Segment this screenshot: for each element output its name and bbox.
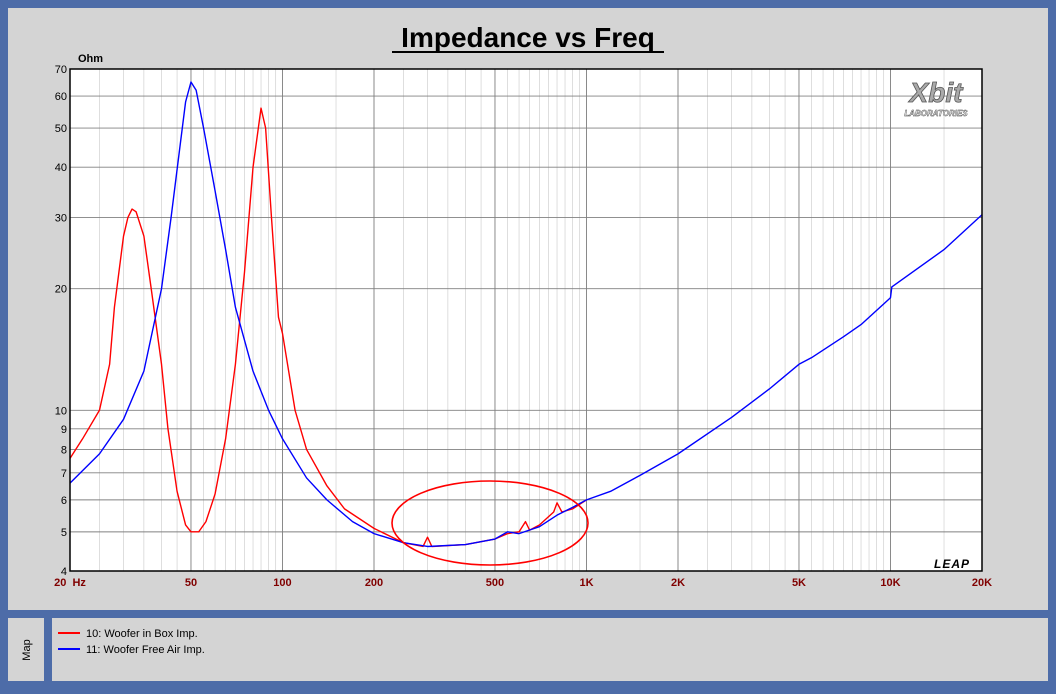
- y-tick-label: 8: [61, 444, 67, 456]
- lines: [69, 81, 983, 548]
- x-tick-label: 5K: [792, 577, 806, 589]
- y-tick-label: 30: [55, 213, 67, 225]
- y-tick-label: 10: [55, 405, 67, 417]
- map-panel: [8, 618, 44, 681]
- grid: [69, 68, 983, 572]
- x-tick-label: 10K: [880, 577, 900, 589]
- x-tick-label: 20K: [972, 577, 992, 589]
- y-tick-label: 4: [61, 566, 67, 578]
- x-tick-label: 200: [365, 577, 383, 589]
- plot-area: [70, 69, 982, 571]
- chart-title: Impedance vs Freq: [401, 22, 655, 53]
- y-tick-label: 60: [55, 91, 67, 103]
- plot-border: [69, 68, 983, 572]
- y-tick-label: 5: [61, 527, 67, 539]
- legend-panel: [52, 618, 1048, 681]
- legend-label: 11: Woofer Free Air Imp.: [86, 644, 205, 656]
- watermark: LEAP: [934, 557, 970, 571]
- x-tick-label: 100: [273, 577, 291, 589]
- logo: Xbit: [908, 77, 965, 108]
- logo-sub: LABORATORIES: [904, 109, 968, 118]
- legend-title: Map: [21, 639, 33, 660]
- y-tick-label: 20: [55, 284, 67, 296]
- x-tick-label: 1K: [579, 577, 593, 589]
- x-tick-label: 500: [486, 577, 504, 589]
- series-line: [69, 81, 983, 548]
- y-tick-label: 7: [61, 468, 67, 480]
- y-tick-label: 6: [61, 495, 67, 507]
- y-tick-label: 9: [61, 424, 67, 436]
- y-axis-label: Ohm: [78, 53, 103, 65]
- y-tick-label: 70: [55, 64, 67, 76]
- x-tick-label: 50: [185, 577, 197, 589]
- legend-label: 10: Woofer in Box Imp.: [86, 628, 198, 640]
- series-line: [69, 107, 587, 548]
- highlight-ellipse: [391, 480, 589, 566]
- legend: 10: Woofer in Box Imp. 11: Woofer Free Ai…: [58, 628, 205, 656]
- y-tick-label: 40: [55, 162, 67, 174]
- x-tick-label: 20 Hz: [54, 577, 86, 589]
- x-tick-label: 2K: [671, 577, 685, 589]
- y-tick-label: 50: [55, 123, 67, 135]
